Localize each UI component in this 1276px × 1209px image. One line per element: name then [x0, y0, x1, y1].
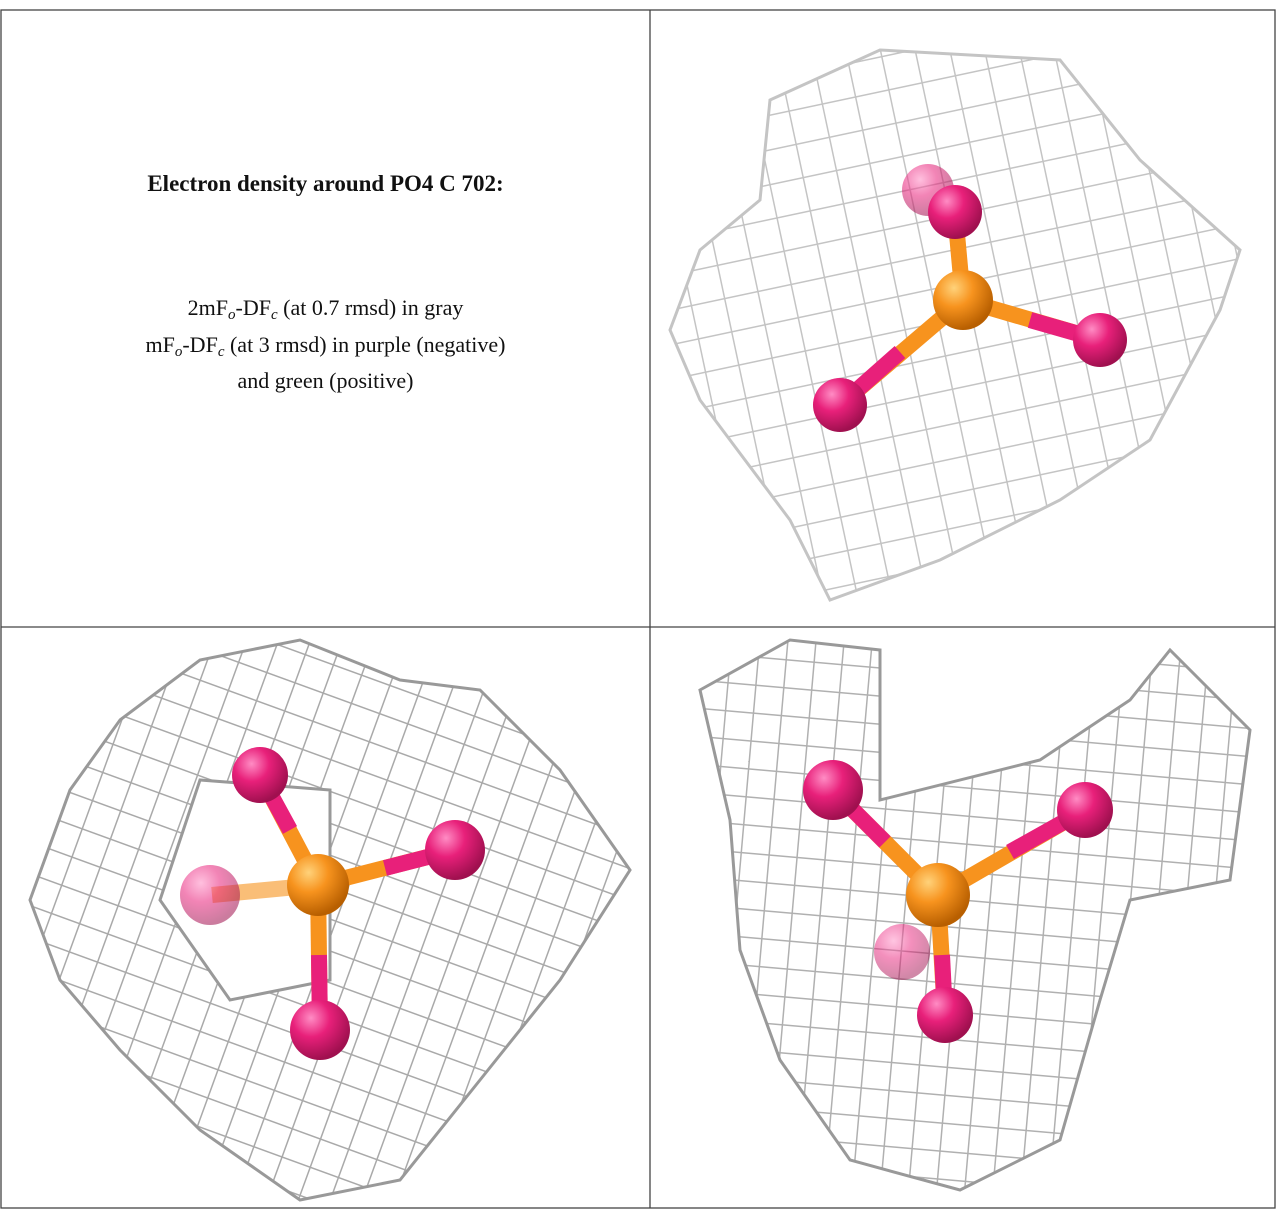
text: and green (positive): [237, 368, 414, 393]
caption-cell: Electron density around PO4 C 702: 2mFo-…: [2, 11, 649, 626]
caption-title: Electron density around PO4 C 702:: [147, 171, 504, 196]
text: 2mF: [187, 295, 228, 320]
density-view-1: [668, 48, 1242, 602]
subscript: c: [270, 307, 278, 323]
caption-line: 2mFo-DFc (at 0.7 rmsd) in gray: [2, 295, 649, 324]
text: -DF: [182, 332, 218, 357]
caption-line: mFo-DFc (at 3 rmsd) in purple (negative): [2, 332, 649, 361]
subscript: c: [217, 344, 225, 360]
text: (at 3 rmsd) in purple (negative): [224, 332, 506, 357]
caption-line: and green (positive): [2, 368, 649, 394]
density-view-3: [698, 638, 1252, 1192]
subscript: o: [228, 307, 236, 323]
subscript: o: [174, 344, 183, 360]
table-borders: [0, 9, 1276, 1209]
density-view-2: [28, 638, 632, 1202]
text: mF: [145, 332, 175, 357]
text: -DF: [235, 295, 271, 320]
text: (at 0.7 rmsd) in gray: [277, 295, 464, 320]
